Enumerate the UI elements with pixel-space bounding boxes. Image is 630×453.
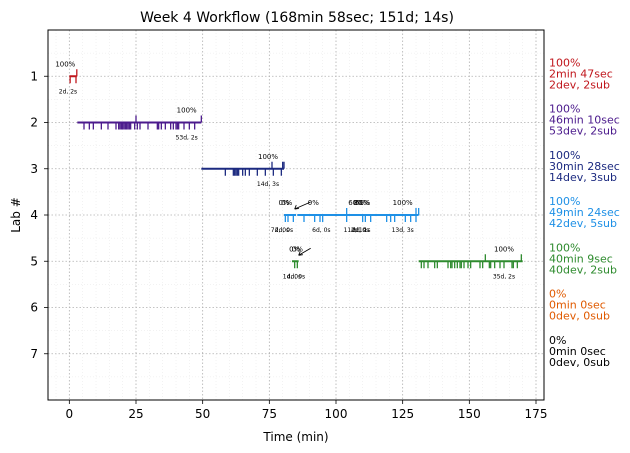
y-tick-label: 6 [30,301,38,315]
x-tick-label: 50 [195,407,210,421]
lab-5-summary-line: 40min 9sec [549,252,613,265]
lab-2-summary-line: 100% [549,103,580,116]
y-tick-label: 4 [30,208,38,222]
lab-5-count-label: 1d, 0s [283,273,301,280]
lab-3-summary-line: 100% [549,149,580,162]
lab-4-count-label: 13d, 3s [392,227,414,234]
lab-6-summary-line: 0dev, 0sub [549,310,610,323]
lab-7-summary-line: 0dev, 0sub [549,356,610,369]
x-tick-label: 75 [262,407,277,421]
lab-5-summary-line: 100% [549,241,580,254]
x-tick-label: 25 [128,407,143,421]
x-axis-label: Time (min) [262,430,328,444]
lab-4-count-label: 11d, 1s [344,227,366,234]
lab-2-percent-label: 100% [177,107,197,115]
lab-3-summary-line: 14dev, 3sub [549,171,617,184]
lab-5-percent-label: 0% [289,245,300,253]
lab-6-summary-line: 0min 0sec [549,299,606,312]
lab-4-count-label: 2d, 1s [352,227,370,234]
lab-6-summary-line: 0% [549,288,566,301]
lab-4-percent-label: 0% [278,199,289,207]
lab-4-percent-label: 60% [348,199,364,207]
lab-3-summary-line: 30min 28sec [549,160,620,173]
lab-2-summary-line: 53dev, 2sub [549,125,617,138]
lab-4-summary-line: 42dev, 5sub [549,217,617,230]
y-tick-label: 5 [30,254,38,268]
lab-1-percent-label: 100% [55,60,75,68]
x-tick-label: 150 [458,407,481,421]
lab-5-summary-line: 40dev, 2sub [549,263,617,276]
lab-7-summary-line: 0% [549,334,566,347]
y-tick-label: 7 [30,347,38,361]
lab-2-summary-line: 46min 10sec [549,114,620,127]
lab-2-count-label: 53d, 2s [176,135,198,142]
lab-3-count-label: 14d, 3s [257,181,279,188]
lab-5-arrow [298,247,311,256]
lab-5-arrow-head [298,251,303,256]
lab-1-count-label: 2d, 2s [59,88,77,95]
lab-1-summary-line: 100% [549,56,580,69]
lab-1-summary-line: 2min 47sec [549,67,613,80]
lab-4-percent-label: 0% [308,199,319,207]
lab-7-summary-line: 0min 0sec [549,345,606,358]
lab-3-percent-label: 100% [258,153,278,161]
lab-4-count-label: 2d, 0s [275,227,293,234]
lab-4-count-label: 6d, 0s [312,227,330,234]
x-tick-label: 175 [525,407,548,421]
lab-5-count-label: 4d, 0s [287,273,305,280]
x-tick-label: 0 [66,407,74,421]
y-tick-label: 1 [30,69,38,83]
lab-4-count-label: 7d, 0s [271,227,289,234]
lab-5-count-label: 35d, 2s [493,273,515,280]
lab-4-percent-label: 100% [393,199,413,207]
lab-4-percent-label: 80% [354,199,370,207]
lab-4-count-label: 2d, 0s [351,227,369,234]
y-tick-label: 3 [30,162,38,176]
lab-4-summary-line: 49min 24sec [549,206,620,219]
lab-4-summary-line: 100% [549,195,580,208]
lab-4-percent-label: 60% [355,199,371,207]
lab-1-summary-line: 2dev, 2sub [549,78,610,91]
axis-layer: 0 25 50 75 100 125 150 175 1 2 3 4 5 6 7 [30,69,547,421]
lab-5-percent-label: 0% [292,245,303,253]
data-layer: 100% 2d, 2s 100% 53d, 2s 100% 14d, 3s 0% 0% 0% 60… [55,60,523,280]
y-axis-label: Lab # [9,197,23,233]
lab-4-arrow [294,201,311,210]
y-tick-label: 2 [30,116,38,130]
x-tick-label: 125 [391,407,414,421]
lab-5-percent-label: 100% [494,245,514,253]
lab-4-percent-label: 0% [281,199,292,207]
lab-4-arrow-head [294,205,299,210]
chart-title: Week 4 Workflow (168min 58sec; 151d; 14s… [140,10,454,26]
x-tick-label: 100 [325,407,348,421]
